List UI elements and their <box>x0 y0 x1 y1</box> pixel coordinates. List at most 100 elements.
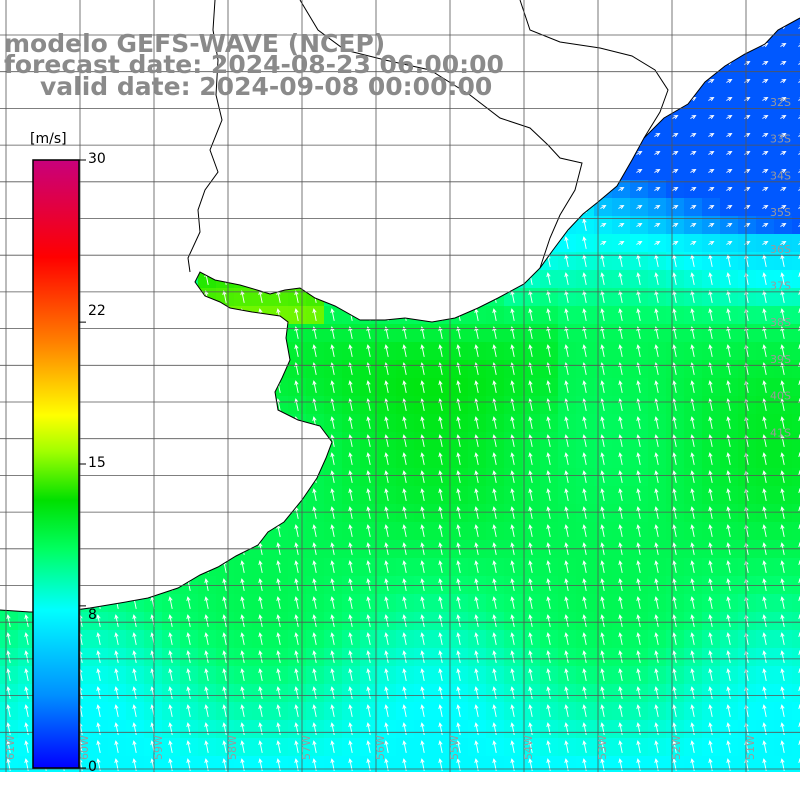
wind-arrow <box>654 434 659 447</box>
wind-arrow <box>510 326 515 339</box>
wind-arrow <box>708 704 713 717</box>
wind-arrow <box>708 114 715 120</box>
wind-arrow <box>222 290 227 303</box>
wind-arrow <box>492 524 497 537</box>
wind-arrow <box>168 650 173 663</box>
wind-arrow <box>762 344 767 357</box>
wind-arrow <box>672 632 677 645</box>
wind-arrow <box>348 614 353 627</box>
wind-arrow <box>402 506 407 519</box>
wind-arrow <box>798 205 800 209</box>
wind-arrow <box>708 506 713 519</box>
wind-arrow <box>528 380 533 393</box>
wind-arrow <box>546 326 551 339</box>
wind-arrow <box>780 326 785 339</box>
wind-speed-cell <box>792 486 800 505</box>
wind-arrow <box>366 650 371 663</box>
colorbar-tick-label: 8 <box>88 607 97 623</box>
wind-arrow <box>636 704 641 717</box>
wind-arrow <box>420 344 425 357</box>
wind-speed-cell <box>792 774 800 793</box>
wind-arrow <box>618 632 623 645</box>
wind-speed-cell <box>612 774 631 793</box>
wind-arrow <box>618 614 623 627</box>
wind-arrow <box>240 614 245 627</box>
wind-arrow <box>780 434 785 447</box>
wind-arrow <box>708 596 713 609</box>
wind-arrow <box>582 578 587 591</box>
wind-arrow <box>24 632 29 645</box>
wind-arrow <box>798 133 800 137</box>
wind-arrow <box>672 132 679 138</box>
wind-arrow <box>276 704 281 717</box>
wind-arrow <box>780 240 787 246</box>
wind-arrow <box>474 740 479 753</box>
wind-arrow <box>384 470 389 483</box>
wind-arrow <box>367 777 370 789</box>
wind-arrow <box>708 470 713 483</box>
wind-arrow <box>654 488 659 501</box>
wind-arrow <box>762 150 769 156</box>
wind-arrow <box>312 560 317 573</box>
wind-speed-cell <box>144 774 163 793</box>
wind-arrow <box>330 560 335 573</box>
wind-arrow <box>780 722 785 735</box>
wind-arrow <box>474 596 479 609</box>
wind-arrow <box>582 272 587 285</box>
wind-arrow <box>528 722 533 735</box>
wind-arrow <box>258 668 263 681</box>
wind-arrow <box>438 560 443 573</box>
wind-arrow <box>474 578 479 591</box>
wind-arrow <box>276 578 281 591</box>
wind-arrow <box>636 668 641 681</box>
wind-arrow <box>618 326 623 339</box>
wind-arrow <box>96 686 101 699</box>
wind-arrow <box>780 632 785 645</box>
wind-arrow <box>582 452 587 465</box>
wind-arrow <box>384 668 389 681</box>
wind-arrow <box>618 704 623 717</box>
wind-arrow <box>492 704 497 717</box>
wind-speed-cell <box>504 774 523 793</box>
wind-arrow <box>546 614 551 627</box>
wind-arrow <box>780 114 787 120</box>
wind-arrow <box>780 60 787 66</box>
wind-arrow <box>636 596 641 609</box>
wind-arrow <box>204 650 209 663</box>
wind-arrow <box>240 596 245 609</box>
wind-arrow <box>366 632 371 645</box>
wind-arrow <box>330 326 335 339</box>
wind-arrow <box>96 722 101 735</box>
wind-arrow <box>636 222 643 228</box>
wind-speed-cell <box>792 720 800 739</box>
wind-arrow <box>384 434 389 447</box>
wind-arrow <box>204 668 209 681</box>
wind-arrow <box>510 344 515 357</box>
wind-arrow <box>294 524 299 537</box>
wind-arrow <box>330 614 335 627</box>
wind-arrow <box>726 452 731 465</box>
longitude-label: 54W <box>522 735 535 760</box>
wind-arrow <box>474 632 479 645</box>
wind-arrow <box>582 380 587 393</box>
wind-speed-cell <box>792 90 800 109</box>
wind-arrow <box>583 777 586 789</box>
wind-arrow <box>402 434 407 447</box>
wind-arrow <box>654 290 659 303</box>
wind-arrow <box>582 650 587 663</box>
wind-arrow <box>546 272 551 285</box>
wind-arrow <box>204 740 209 753</box>
wind-arrow <box>654 632 659 645</box>
wind-arrow <box>798 25 800 29</box>
wind-arrow <box>474 614 479 627</box>
wind-arrow <box>762 416 767 429</box>
wind-arrow <box>348 470 353 483</box>
wind-arrow <box>762 614 767 627</box>
wind-arrow <box>186 722 191 735</box>
wind-arrow <box>546 290 551 303</box>
wind-arrow <box>510 380 515 393</box>
wind-arrow <box>240 668 245 681</box>
wind-arrow <box>384 578 389 591</box>
wind-arrow <box>474 326 479 339</box>
wind-arrow <box>384 524 389 537</box>
